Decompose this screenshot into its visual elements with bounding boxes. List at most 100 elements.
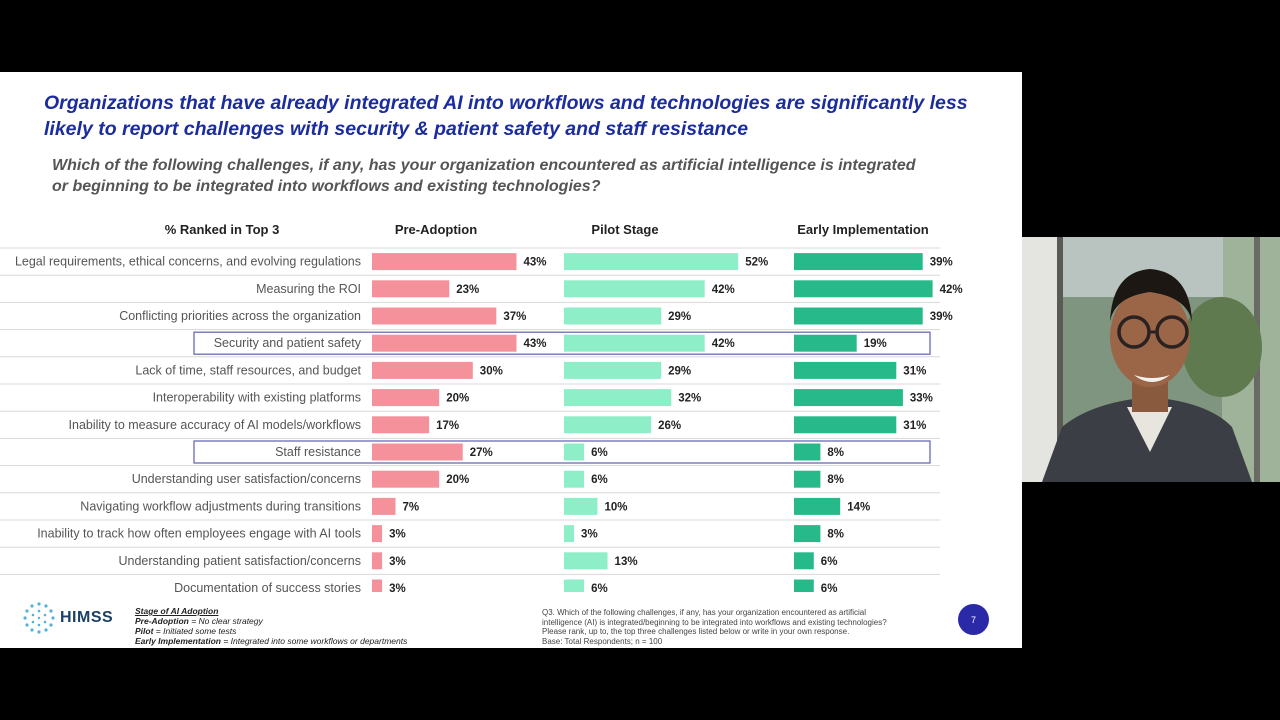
himss-logo-text: HIMSS <box>60 609 114 626</box>
value-label: 6% <box>591 447 608 459</box>
himss-logo-icon <box>23 602 55 634</box>
value-label: 17% <box>436 420 459 432</box>
value-label: 3% <box>581 529 598 541</box>
value-label: 42% <box>940 284 963 296</box>
value-label: 3% <box>389 583 406 592</box>
bar <box>372 470 440 488</box>
bar <box>564 470 585 488</box>
value-label: 14% <box>847 501 870 513</box>
bar <box>794 552 814 570</box>
bar <box>794 579 814 592</box>
bar <box>564 443 585 461</box>
value-label: 43% <box>523 257 546 269</box>
category-label: Legal requirements, ethical concerns, an… <box>15 255 361 269</box>
adoption-stage-legend: Stage of AI Adoption Pre-Adoption = No c… <box>135 606 407 646</box>
survey-question: Which of the following challenges, if an… <box>52 157 916 195</box>
highlight-box <box>193 440 931 464</box>
category-label: Inability to track how often employees e… <box>37 527 361 541</box>
legend-item: Pre-Adoption = No clear strategy <box>135 616 263 626</box>
category-label: Navigating workflow adjustments during t… <box>80 499 361 513</box>
value-label: 30% <box>480 365 503 377</box>
value-label: 43% <box>523 338 546 350</box>
presenter-video <box>1022 237 1280 482</box>
value-label: 7% <box>403 501 420 513</box>
category-label: Measuring the ROI <box>256 282 361 296</box>
bar <box>794 389 903 407</box>
series-header: Pilot Stage <box>591 222 658 237</box>
bar <box>564 525 575 543</box>
bar <box>794 470 821 488</box>
value-label: 13% <box>615 556 638 568</box>
value-label: 6% <box>591 583 608 592</box>
value-label: 8% <box>827 447 844 459</box>
value-label: 6% <box>821 583 838 592</box>
bar <box>372 497 396 515</box>
value-label: 19% <box>864 338 887 350</box>
value-label: 42% <box>712 284 735 296</box>
value-label: 29% <box>668 311 691 323</box>
category-label: Security and patient safety <box>214 336 362 350</box>
slide-title: Organizations that have already integrat… <box>44 92 968 140</box>
page-number: 7 <box>958 604 989 635</box>
bar <box>564 334 705 352</box>
value-label: 6% <box>591 474 608 486</box>
bar <box>372 552 383 570</box>
bar <box>564 280 705 298</box>
value-label: 3% <box>389 556 406 568</box>
value-label: 27% <box>470 447 493 459</box>
category-label: Understanding patient satisfaction/conce… <box>118 554 361 568</box>
bar <box>794 416 897 434</box>
value-label: 8% <box>827 529 844 541</box>
bar <box>564 497 598 515</box>
value-label: 32% <box>678 393 701 405</box>
bar <box>564 253 739 271</box>
slide: Organizations that have already integrat… <box>0 72 1022 648</box>
category-label: Interoperability with existing platforms <box>153 391 361 405</box>
value-label: 33% <box>910 393 933 405</box>
value-label: 23% <box>456 284 479 296</box>
bar <box>794 307 923 325</box>
legend-item: Pilot = Initiated some tests <box>135 626 237 636</box>
highlight-box <box>193 331 931 355</box>
value-label: 39% <box>930 257 953 269</box>
bar <box>794 443 821 461</box>
bar <box>372 307 497 325</box>
bar <box>794 253 923 271</box>
bar <box>372 280 450 298</box>
bar <box>372 361 473 379</box>
value-label: 31% <box>903 365 926 377</box>
bar <box>794 361 897 379</box>
value-label: 26% <box>658 420 681 432</box>
bar <box>564 361 662 379</box>
value-label: 52% <box>745 257 768 269</box>
bar <box>794 497 841 515</box>
value-label: 8% <box>827 474 844 486</box>
bar-chart: % Ranked in Top 3 Pre-Adoption Pilot Stage… <box>0 222 963 592</box>
bar <box>372 416 430 434</box>
value-label: 42% <box>712 338 735 350</box>
bar <box>372 253 517 271</box>
value-label: 20% <box>446 393 469 405</box>
category-label: Inability to measure accuracy of AI mode… <box>69 418 361 432</box>
bar <box>564 416 652 434</box>
series-header: Pre-Adoption <box>395 222 477 237</box>
bar <box>564 307 662 325</box>
legend-heading: Stage of AI Adoption <box>135 606 219 616</box>
category-label: Lack of time, staff resources, and budge… <box>135 363 361 377</box>
bar <box>564 579 585 592</box>
value-label: 3% <box>389 529 406 541</box>
value-label: 39% <box>930 311 953 323</box>
bar <box>564 389 672 407</box>
bar <box>564 552 608 570</box>
footnote: Q3. Which of the following challenges, i… <box>542 608 887 646</box>
series-header: Early Implementation <box>797 222 929 237</box>
bar <box>372 443 463 461</box>
category-label: Conflicting priorities across the organi… <box>119 309 361 323</box>
bar <box>372 389 440 407</box>
value-label: 10% <box>605 501 628 513</box>
category-label: Documentation of success stories <box>174 581 361 592</box>
bar <box>372 525 383 543</box>
value-label: 29% <box>668 365 691 377</box>
category-label: Understanding user satisfaction/concerns <box>132 472 361 486</box>
value-label: 37% <box>503 311 526 323</box>
